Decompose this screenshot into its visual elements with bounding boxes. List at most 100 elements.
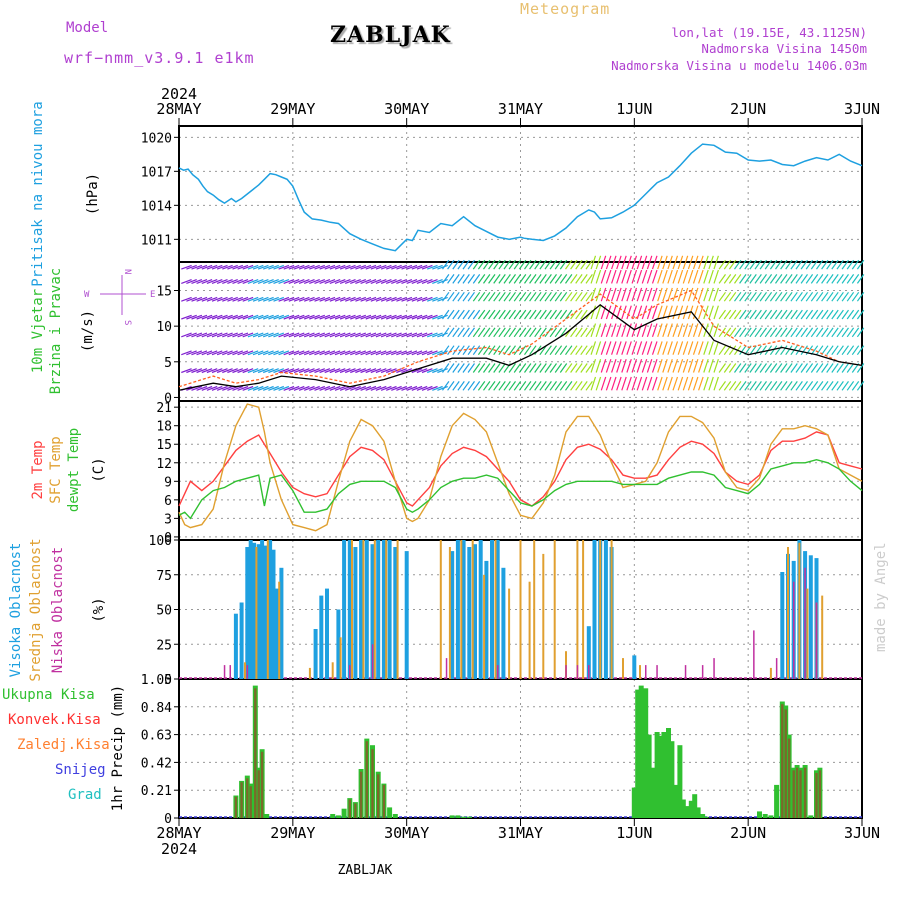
wind-barb xyxy=(672,305,679,320)
wind-barb xyxy=(508,259,516,270)
wind-barb xyxy=(826,274,834,284)
wind-barb xyxy=(452,309,460,320)
wind-barb xyxy=(257,332,269,338)
wind-barb xyxy=(749,363,757,373)
wind-barb xyxy=(565,259,573,270)
wind-barb xyxy=(309,350,320,356)
cloud-bar xyxy=(478,540,483,679)
wind-barb xyxy=(268,332,279,338)
cloud-bar xyxy=(393,547,398,679)
precip-convective-bar xyxy=(359,771,363,818)
wind-barb xyxy=(559,259,568,270)
wind-barb xyxy=(580,259,588,270)
wind-barb xyxy=(411,385,423,391)
wind-barb xyxy=(754,309,762,320)
cloud-bar xyxy=(632,655,637,679)
wind-barb xyxy=(334,332,346,338)
wind-barb xyxy=(477,291,486,302)
wind-barb xyxy=(314,385,326,391)
wind-barb xyxy=(257,314,269,320)
wind-barb xyxy=(324,264,336,270)
wind-barb xyxy=(380,350,392,356)
wind-barb xyxy=(222,264,233,270)
wind-barb xyxy=(836,274,844,284)
wind-barb xyxy=(605,341,612,355)
wind-barb xyxy=(457,309,465,320)
wind-barb xyxy=(682,269,689,284)
wind-barb xyxy=(288,314,300,320)
wind-barb xyxy=(442,327,450,338)
wind-barb xyxy=(401,350,413,356)
wind-barb xyxy=(600,269,607,284)
wind-barb xyxy=(396,385,408,391)
wind-barb xyxy=(734,309,742,320)
wind-barb xyxy=(206,279,218,284)
wind-barb xyxy=(549,363,557,373)
wind-barb xyxy=(616,323,622,337)
wind-barb xyxy=(447,309,455,320)
wind-barb xyxy=(544,259,552,270)
wind-barb xyxy=(437,279,448,284)
wind-barb xyxy=(237,385,249,391)
wind-barb xyxy=(462,309,470,320)
wind-barb xyxy=(309,385,320,391)
wind-barb xyxy=(529,363,537,373)
wind-barb xyxy=(303,296,315,302)
wind-barb xyxy=(360,368,372,374)
wind-barb xyxy=(539,381,547,391)
wind-barb xyxy=(447,381,455,391)
cloud-bar xyxy=(565,665,567,679)
cloud-bar xyxy=(351,540,353,679)
wind-barb xyxy=(401,314,413,320)
wind-barb xyxy=(206,368,218,374)
wind-barb xyxy=(831,309,839,320)
wind-barb xyxy=(196,264,208,270)
wind-barb xyxy=(493,363,501,373)
wind-barb xyxy=(723,291,732,302)
wind-barb xyxy=(667,323,673,337)
wind-barb xyxy=(605,255,612,270)
wind-barb xyxy=(790,259,798,270)
wind-barb xyxy=(477,309,486,320)
cloud-bar xyxy=(713,658,715,679)
wind-barb xyxy=(780,309,788,320)
wind-barb xyxy=(708,359,714,373)
location-coordinates: lon,lat (19.15E, 43.1125N) xyxy=(671,25,867,40)
wind-barb xyxy=(477,274,486,284)
wind-barb xyxy=(703,287,709,302)
cloud-bar xyxy=(233,613,238,679)
wind-barb xyxy=(744,291,752,302)
precip-total-bar xyxy=(677,745,683,818)
wind-barb xyxy=(191,264,203,270)
precip-legend-1: Konvek.Kisa xyxy=(8,712,101,728)
time-tick-label-top: 29MAY xyxy=(270,100,315,118)
cloud-bar xyxy=(381,540,386,679)
wind-barb xyxy=(570,381,578,391)
wind-barb xyxy=(851,327,860,338)
precip-total-bar xyxy=(387,807,393,818)
wind-barb xyxy=(232,279,244,284)
wind-barb xyxy=(442,345,450,356)
wind-barb xyxy=(437,385,448,391)
precip-convective-bar xyxy=(818,770,822,818)
wind-barb xyxy=(513,327,522,338)
wind-barb xyxy=(698,305,704,320)
wind-barb xyxy=(262,296,274,302)
wind-barb xyxy=(452,327,460,338)
wind-barb xyxy=(764,309,773,320)
wind-barb xyxy=(641,341,648,355)
wind-barb xyxy=(631,255,638,270)
wind-barb xyxy=(785,309,793,320)
wind-barb xyxy=(375,314,387,320)
wind-barb xyxy=(636,287,643,302)
wind-barb xyxy=(631,269,638,284)
cloud-bar xyxy=(439,540,442,679)
wind-barb xyxy=(585,327,593,338)
temperature-label-sfc: SFC Temp xyxy=(48,436,64,503)
wind-barb xyxy=(237,279,249,284)
wind-barb xyxy=(360,279,372,284)
wind-barb xyxy=(452,381,460,391)
wind-barb xyxy=(790,274,798,284)
wind-barb xyxy=(268,296,279,302)
wind-barb xyxy=(278,264,290,270)
